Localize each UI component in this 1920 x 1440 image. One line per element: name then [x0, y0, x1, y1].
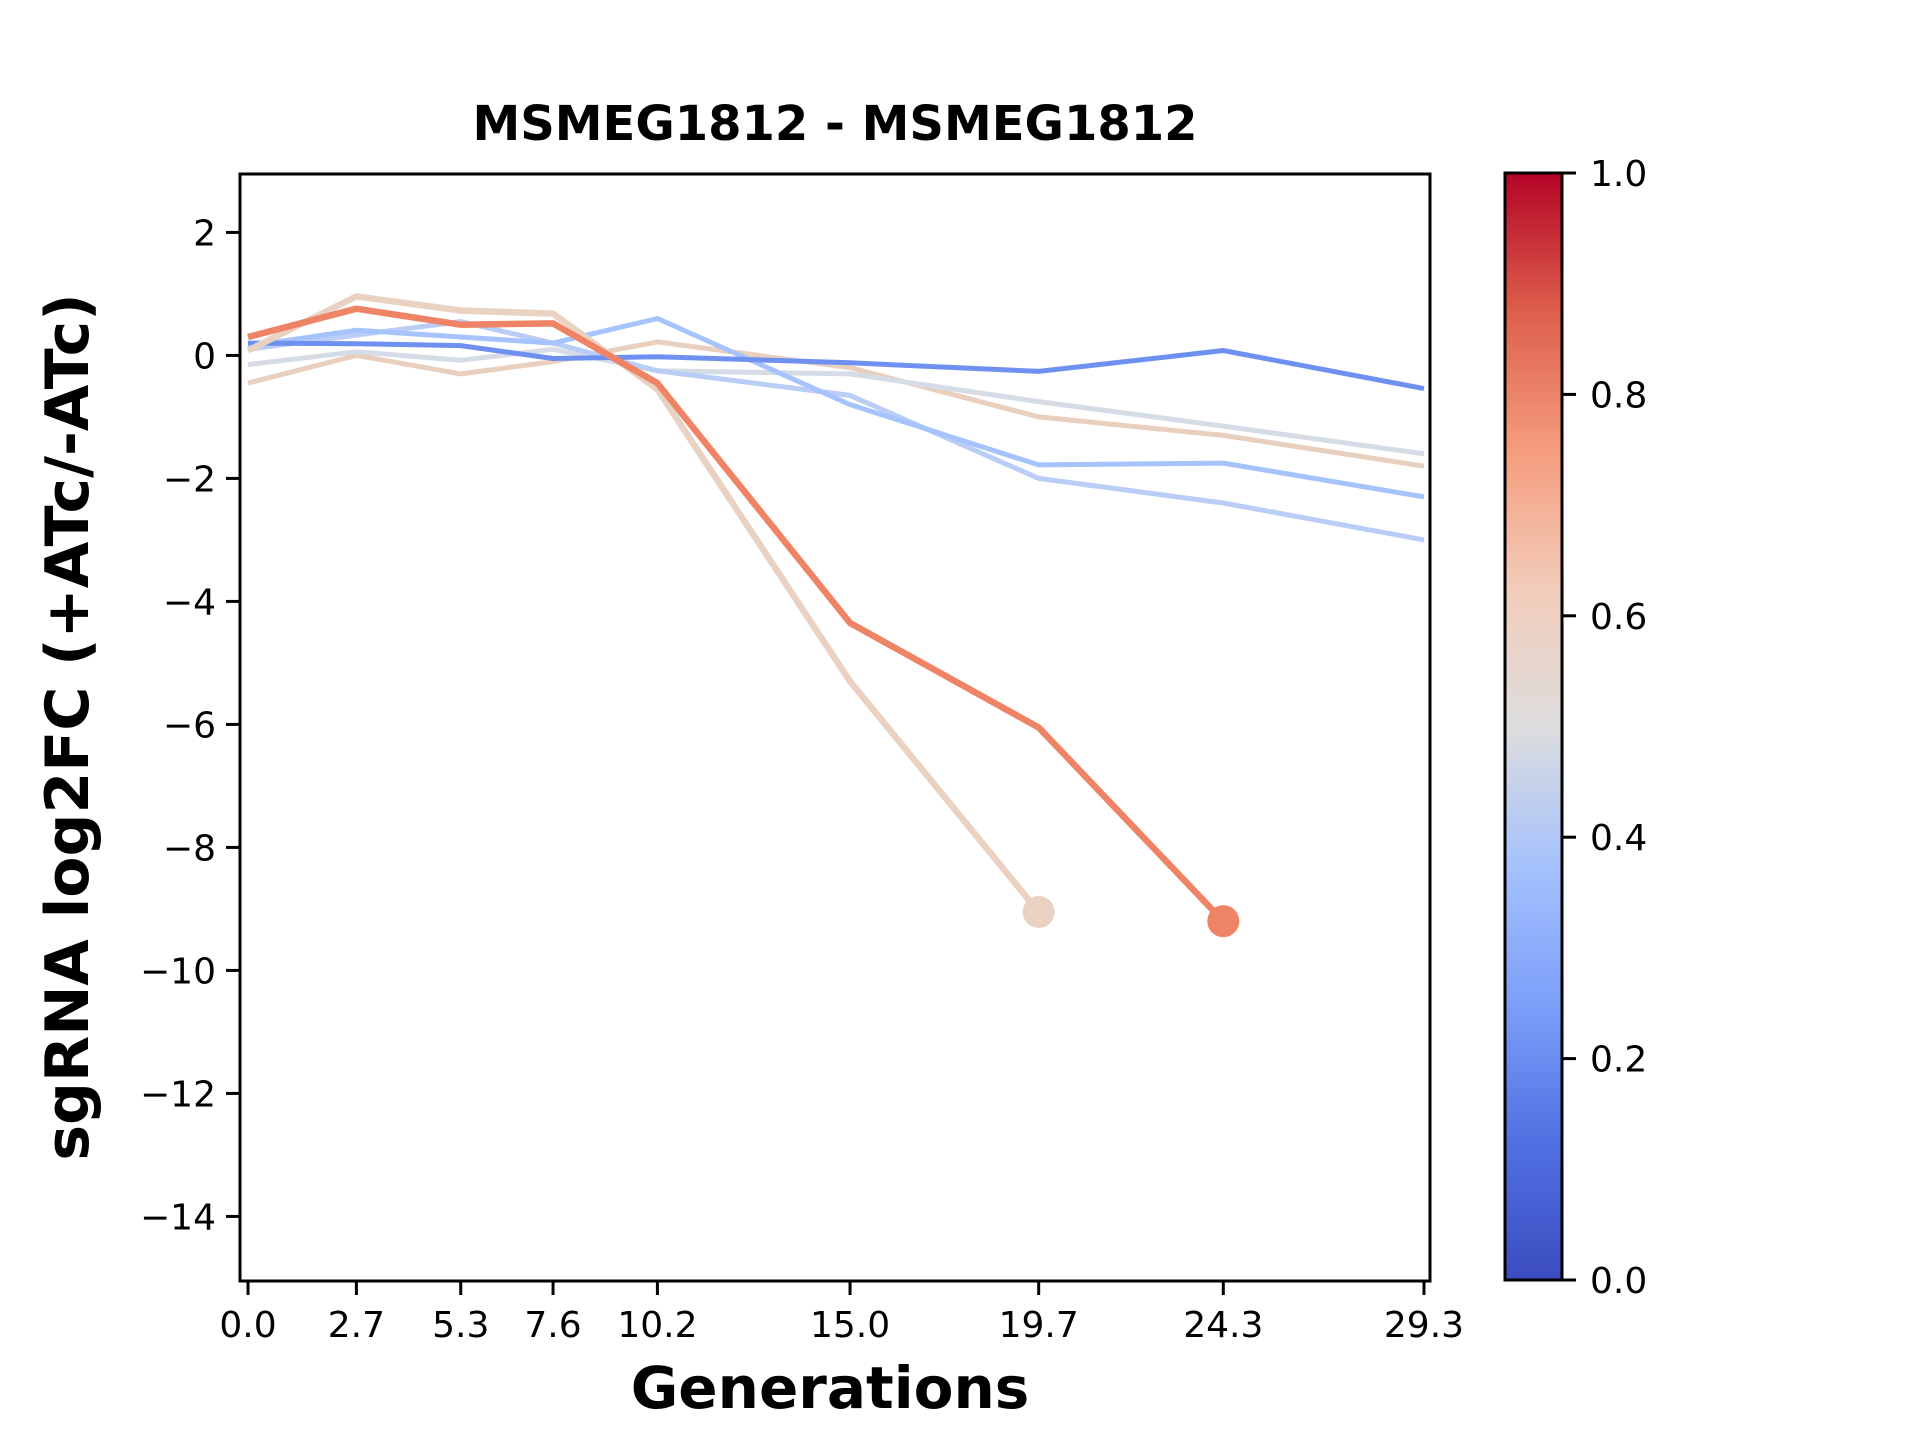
x-tick-label: 19.7 [999, 1305, 1079, 1346]
chart-title: MSMEG1812 - MSMEG1812 [472, 96, 1197, 152]
series-line-1-end-dot [1207, 905, 1240, 938]
y-tick-label: 2 [193, 213, 216, 254]
y-tick-label: 0 [193, 336, 216, 377]
y-tick-label: −12 [140, 1074, 216, 1115]
x-tick-label: 10.2 [617, 1305, 697, 1346]
series-line-2 [246, 293, 1042, 915]
x-tick-label: 7.6 [524, 1305, 581, 1346]
y-axis-label: sgRNA log2FC (+ATc/-ATc) [33, 293, 103, 1160]
y-tick-label: −2 [163, 459, 216, 500]
series-line-1 [247, 305, 1226, 924]
colorbar-tick-label: 0.0 [1590, 1261, 1647, 1302]
x-tick-label: 2.7 [328, 1305, 385, 1346]
colorbar-tick-label: 0.8 [1590, 375, 1647, 416]
colorbar-tick-label: 0.2 [1590, 1040, 1647, 1081]
colorbar-gradient [1505, 173, 1562, 1280]
plot-border [238, 172, 1432, 1283]
x-tick-label: 0.0 [219, 1305, 276, 1346]
series-line-5 [247, 340, 1425, 392]
colorbar-tick-label: 0.6 [1590, 597, 1647, 638]
x-tick-label: 5.3 [432, 1305, 489, 1346]
colorbar-tick-label: 1.0 [1590, 154, 1647, 195]
colorbar-border [1503, 171, 1564, 1282]
plot-axes-layer: 0.0 2.7 5.3 7.6 10.2 15.0 19.7 24.3 29.3 2 0 −2 −4 −6… [140, 172, 1464, 1346]
y-tick-label: −8 [163, 828, 216, 869]
x-tick-label: 29.3 [1384, 1305, 1464, 1346]
series-line-2-end-dot [1022, 896, 1055, 928]
series-line-3 [247, 339, 1425, 469]
y-tick-label: −10 [140, 951, 216, 992]
y-tick-label: −4 [163, 582, 216, 623]
x-tick-label: 24.3 [1183, 1305, 1263, 1346]
x-axis-label: Generations [631, 1354, 1030, 1422]
colorbar-tick-label: 0.4 [1590, 818, 1647, 859]
plot-series-layer [246, 293, 1425, 938]
x-tick-label: 15.0 [810, 1305, 890, 1346]
series-line-6 [247, 316, 1425, 500]
colorbar: 0.0 0.2 0.4 0.6 0.8 1.0 [1503, 154, 1647, 1302]
y-tick-label: −6 [163, 705, 216, 746]
y-tick-label: −14 [140, 1197, 216, 1238]
